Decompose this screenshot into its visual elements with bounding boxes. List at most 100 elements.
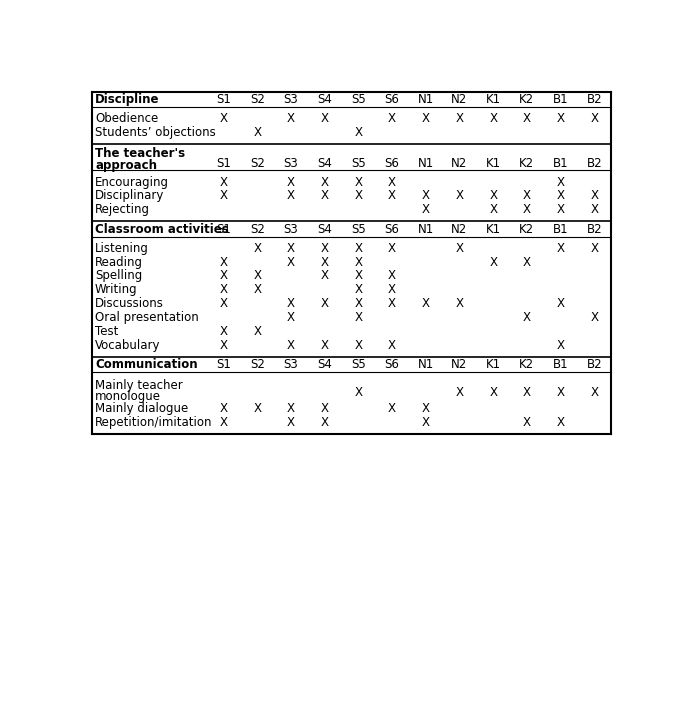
Text: X: X xyxy=(355,176,362,189)
Text: S5: S5 xyxy=(351,222,366,235)
Text: X: X xyxy=(320,339,329,352)
Text: X: X xyxy=(220,325,228,338)
Text: B2: B2 xyxy=(587,93,602,106)
Text: X: X xyxy=(422,416,430,429)
Text: Writing: Writing xyxy=(95,283,138,296)
Text: S3: S3 xyxy=(283,157,298,170)
Text: S6: S6 xyxy=(385,222,399,235)
Text: S3: S3 xyxy=(283,222,298,235)
Text: X: X xyxy=(287,242,295,255)
Text: S4: S4 xyxy=(317,157,332,170)
Text: S6: S6 xyxy=(385,93,399,106)
Text: X: X xyxy=(523,112,531,125)
Text: Test: Test xyxy=(95,325,119,338)
Text: S4: S4 xyxy=(317,93,332,106)
Text: X: X xyxy=(253,283,261,296)
Text: X: X xyxy=(422,112,430,125)
Text: X: X xyxy=(556,339,565,352)
Text: X: X xyxy=(456,189,464,202)
Text: X: X xyxy=(355,283,362,296)
Text: S1: S1 xyxy=(216,157,231,170)
Text: S1: S1 xyxy=(216,222,231,235)
Text: X: X xyxy=(489,189,497,202)
Text: X: X xyxy=(489,112,497,125)
Text: Communication: Communication xyxy=(95,358,198,371)
Text: X: X xyxy=(355,386,362,400)
Text: X: X xyxy=(220,270,228,282)
Text: X: X xyxy=(388,297,396,310)
Text: X: X xyxy=(287,256,295,269)
Text: X: X xyxy=(388,339,396,352)
Text: X: X xyxy=(556,112,565,125)
Text: X: X xyxy=(556,189,565,202)
Text: X: X xyxy=(220,283,228,296)
Text: X: X xyxy=(287,402,295,415)
Text: K2: K2 xyxy=(519,157,534,170)
Text: B2: B2 xyxy=(587,358,602,371)
Text: X: X xyxy=(220,112,228,125)
Text: Students’ objections: Students’ objections xyxy=(95,127,216,139)
Text: X: X xyxy=(287,189,295,202)
Text: X: X xyxy=(556,416,565,429)
Text: X: X xyxy=(523,189,531,202)
Text: X: X xyxy=(320,297,329,310)
Text: S4: S4 xyxy=(317,358,332,371)
Text: X: X xyxy=(220,416,228,429)
Text: X: X xyxy=(355,256,362,269)
Text: S1: S1 xyxy=(216,358,231,371)
Text: X: X xyxy=(591,112,598,125)
Text: B2: B2 xyxy=(587,157,602,170)
Text: Listening: Listening xyxy=(95,242,149,255)
Text: S5: S5 xyxy=(351,358,366,371)
Text: X: X xyxy=(591,386,598,400)
Text: X: X xyxy=(388,270,396,282)
Text: S4: S4 xyxy=(317,222,332,235)
Text: Repetition/imitation: Repetition/imitation xyxy=(95,416,213,429)
Text: X: X xyxy=(388,176,396,189)
Text: X: X xyxy=(220,256,228,269)
Text: X: X xyxy=(388,189,396,202)
Text: Vocabulary: Vocabulary xyxy=(95,339,161,352)
Text: X: X xyxy=(220,189,228,202)
Text: X: X xyxy=(523,256,531,269)
Text: X: X xyxy=(287,112,295,125)
Text: X: X xyxy=(556,203,565,216)
Text: X: X xyxy=(591,203,598,216)
Text: S2: S2 xyxy=(250,222,265,235)
Text: Rejecting: Rejecting xyxy=(95,203,150,216)
Text: X: X xyxy=(523,416,531,429)
Text: The teacher's: The teacher's xyxy=(95,147,185,160)
Text: X: X xyxy=(220,297,228,310)
Text: B2: B2 xyxy=(587,222,602,235)
Text: S2: S2 xyxy=(250,93,265,106)
Text: X: X xyxy=(320,402,329,415)
Text: X: X xyxy=(556,386,565,400)
Text: X: X xyxy=(456,386,464,400)
Text: N2: N2 xyxy=(451,157,468,170)
Text: S6: S6 xyxy=(385,358,399,371)
Text: X: X xyxy=(591,189,598,202)
Text: K2: K2 xyxy=(519,222,534,235)
Text: N1: N1 xyxy=(418,358,434,371)
Text: X: X xyxy=(355,242,362,255)
Text: X: X xyxy=(556,176,565,189)
Text: Encouraging: Encouraging xyxy=(95,176,169,189)
Text: X: X xyxy=(320,256,329,269)
Text: Disciplinary: Disciplinary xyxy=(95,189,165,202)
Text: N2: N2 xyxy=(451,93,468,106)
Text: K2: K2 xyxy=(519,93,534,106)
Text: X: X xyxy=(422,402,430,415)
Text: Discussions: Discussions xyxy=(95,297,164,310)
Text: X: X xyxy=(489,203,497,216)
Text: X: X xyxy=(456,242,464,255)
Text: K1: K1 xyxy=(486,157,501,170)
Text: monologue: monologue xyxy=(95,390,161,403)
Text: X: X xyxy=(523,311,531,324)
Text: X: X xyxy=(456,112,464,125)
Text: X: X xyxy=(355,339,362,352)
Text: S5: S5 xyxy=(351,93,366,106)
Text: K2: K2 xyxy=(519,358,534,371)
Text: N2: N2 xyxy=(451,222,468,235)
Text: X: X xyxy=(253,270,261,282)
Text: X: X xyxy=(253,242,261,255)
